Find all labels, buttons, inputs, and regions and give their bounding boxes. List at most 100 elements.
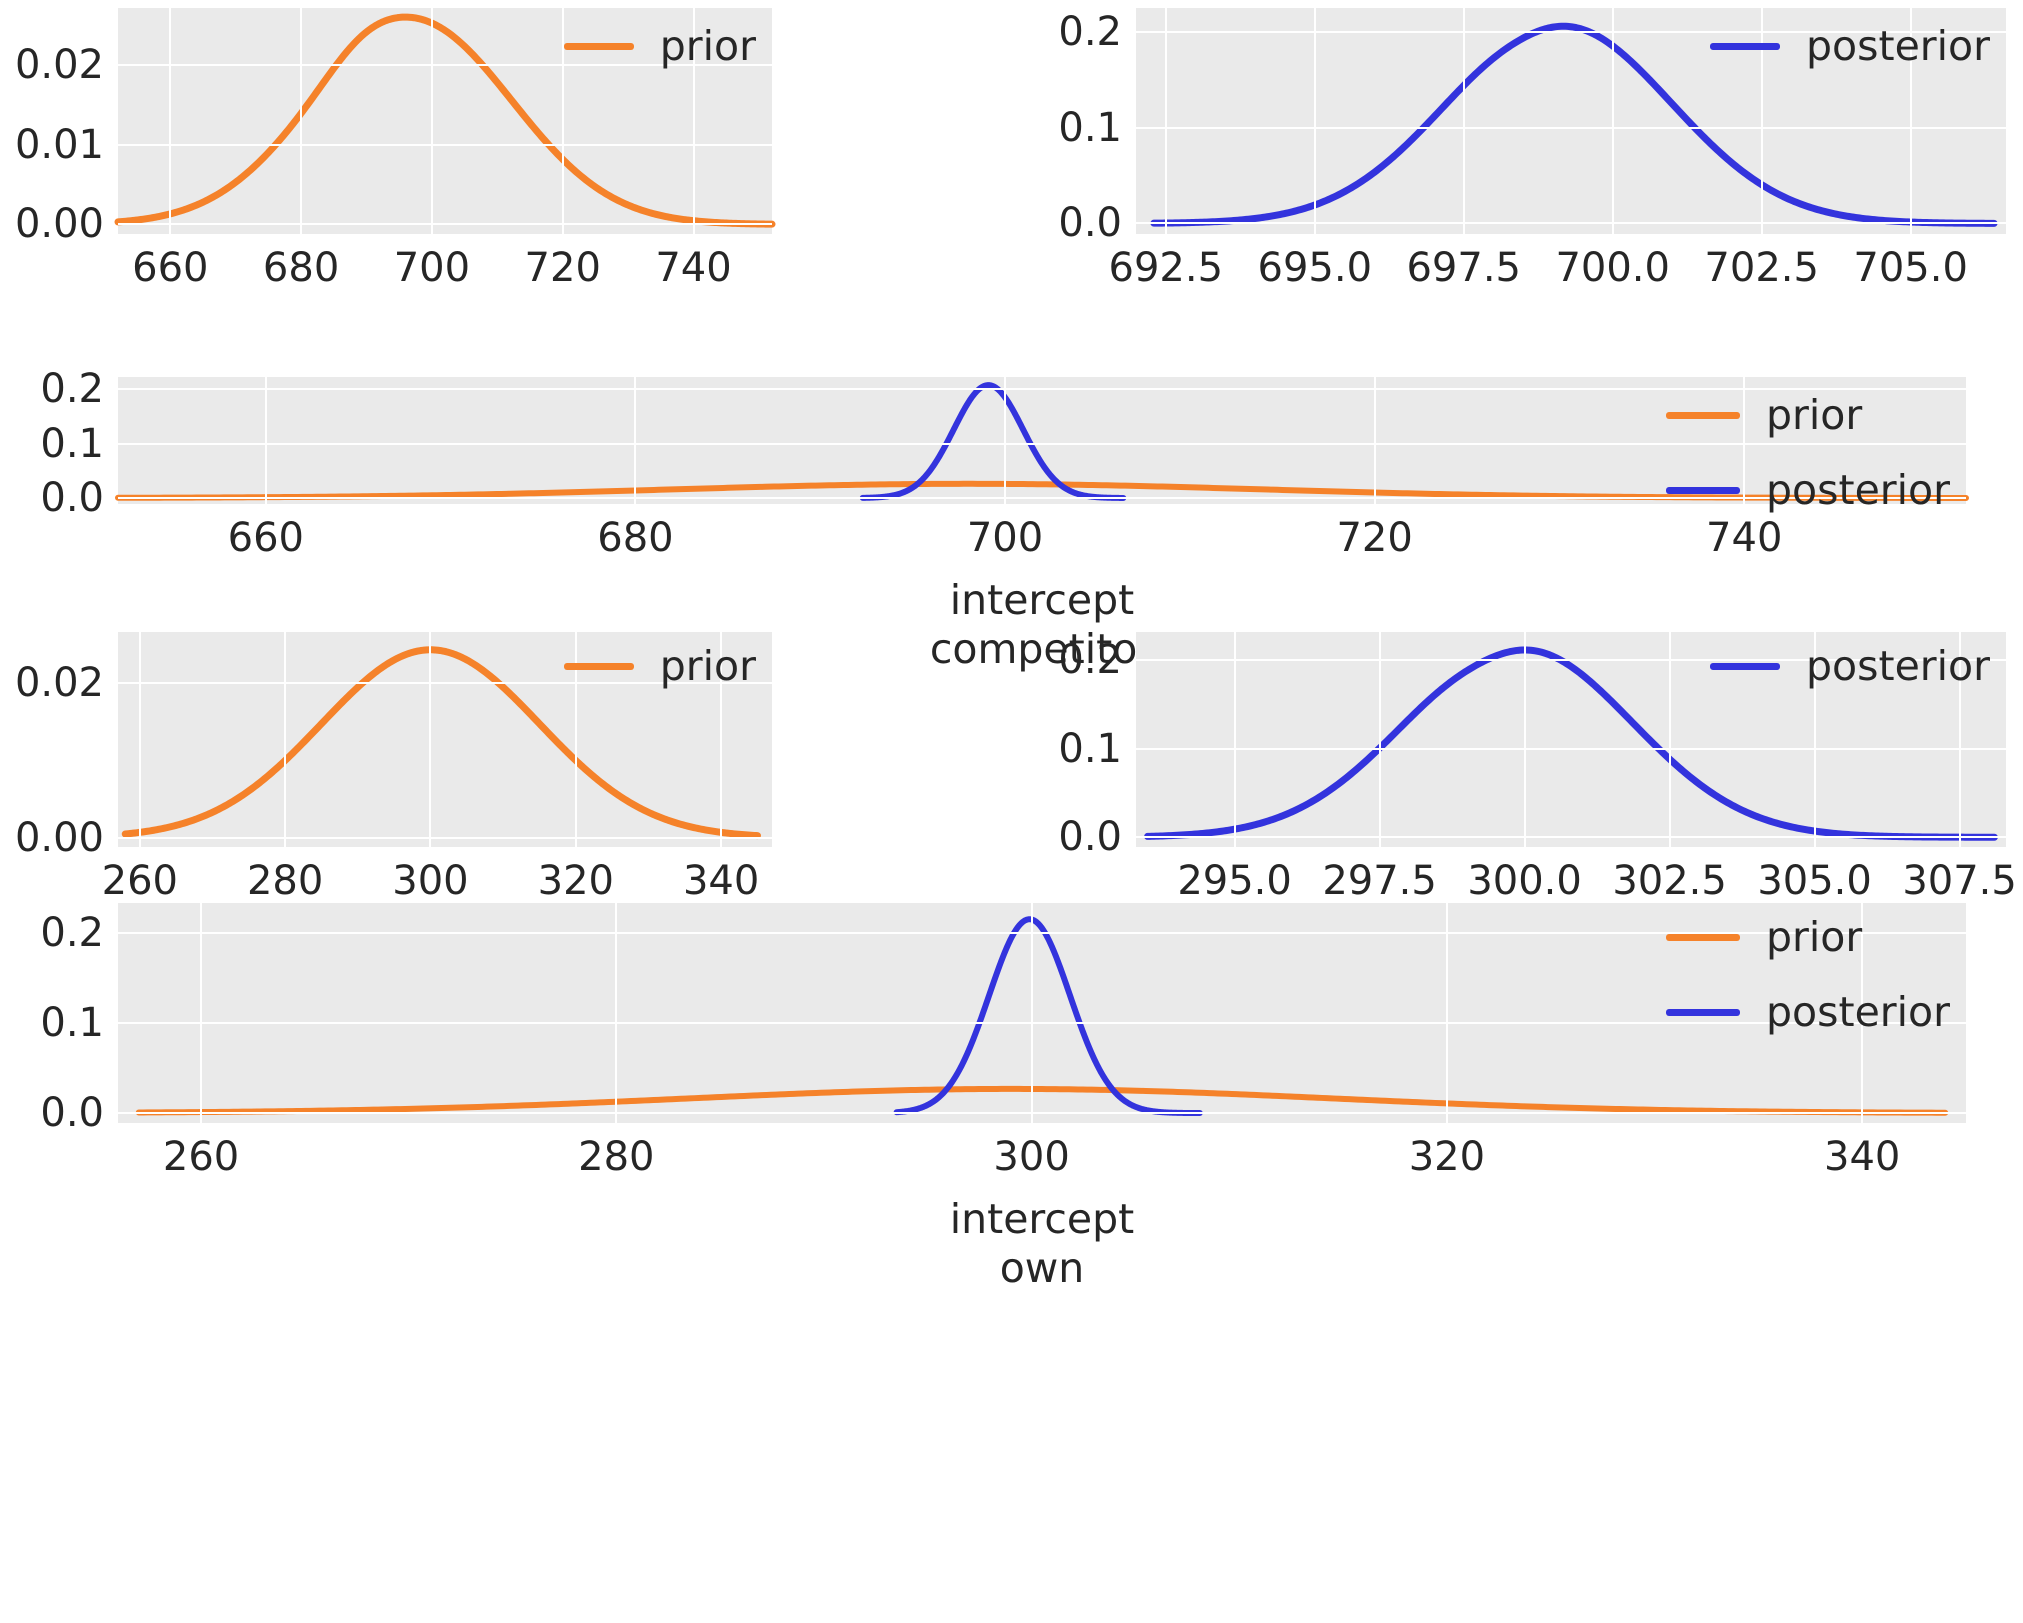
legend-swatch-posterior — [1710, 663, 1781, 670]
y-tick-label: 0.1 — [1058, 725, 1122, 772]
curve-posterior — [859, 382, 1127, 501]
curve-layer — [1144, 646, 1998, 841]
legend-item-posterior[interactable]: posterior — [1710, 646, 1990, 687]
gridline-vertical — [692, 8, 695, 234]
legend-swatch-posterior — [1710, 43, 1781, 50]
legend-label-prior: prior — [1766, 391, 1863, 439]
plot-background — [118, 8, 772, 234]
y-tick-label: 0.0 — [1058, 200, 1122, 247]
gridline-horizontal — [1136, 836, 2006, 839]
x-tick-label: 307.5 — [1902, 858, 2017, 904]
legend-item-prior[interactable]: prior — [1666, 917, 1950, 958]
curve-layer — [114, 13, 776, 228]
panel-competitor-posterior: 0.0 0.1 0.2 692.5 695.0 697.5 700.0 702.5 705.0 p… — [1058, 8, 2006, 288]
gridline-vertical — [1611, 8, 1614, 234]
gridline-vertical — [720, 632, 723, 847]
legend-swatch-prior — [563, 663, 634, 670]
legend-item-posterior[interactable]: posterior — [1710, 26, 1990, 67]
x-tick-label: 300.0 — [1467, 858, 1582, 904]
gridline-vertical — [574, 632, 577, 847]
gridline-vertical — [1909, 8, 1912, 234]
x-tick-label: 700 — [966, 515, 1044, 561]
gridline-horizontal — [118, 497, 1966, 500]
gridline-vertical — [1233, 632, 1236, 847]
x-tick-label: 695.0 — [1257, 245, 1373, 291]
curve-prior — [135, 1085, 1949, 1116]
legend-item-prior[interactable]: prior — [1666, 395, 1950, 436]
gridline-horizontal — [1136, 747, 2006, 750]
x-tick-label: 740 — [1706, 515, 1783, 561]
gridline-vertical — [1164, 8, 1167, 234]
x-tick-label: 305.0 — [1757, 858, 1872, 904]
gridline-vertical — [264, 377, 267, 504]
panel-own-prior: 0.00 0.02 260 280 300 320 340 prior — [15, 632, 772, 901]
curve-prior — [114, 13, 776, 228]
gridline-vertical — [1958, 632, 1961, 847]
x-tick-label: 300 — [993, 1134, 1070, 1180]
axis-label-own: intercept own — [949, 1195, 1135, 1293]
legend-swatch-posterior — [1666, 487, 1741, 494]
y-tick-label: 0.00 — [14, 201, 104, 248]
legend-label-posterior: posterior — [1806, 22, 1990, 70]
gridline-vertical — [169, 8, 172, 234]
x-tick-label: 720 — [1336, 515, 1413, 561]
x-tick-label: 280 — [246, 858, 324, 904]
gridline-vertical — [1523, 632, 1526, 847]
gridline-vertical — [1861, 903, 1864, 1123]
x-tick-label: 302.5 — [1612, 858, 1727, 904]
x-tick-label: 700 — [393, 245, 471, 291]
y-tick-label: 0.01 — [14, 121, 104, 168]
x-tick-label: 692.5 — [1108, 245, 1224, 291]
gridline-horizontal — [118, 223, 772, 226]
curve-posterior — [1150, 22, 1998, 227]
gridline-vertical — [1743, 377, 1746, 504]
curve-layer — [1150, 22, 1998, 227]
gridline-horizontal — [1136, 126, 2006, 129]
x-tick-label: 280 — [578, 1134, 655, 1180]
legend-label-posterior: posterior — [1766, 466, 1950, 514]
gridline-vertical — [1373, 377, 1376, 504]
y-tick-label: 0.2 — [1058, 637, 1122, 684]
gridline-horizontal — [118, 1112, 1966, 1115]
x-tick-label: 260 — [162, 1134, 240, 1180]
y-tick-label: 0.0 — [1058, 814, 1122, 861]
legend: posterior — [1710, 646, 1990, 687]
gridline-horizontal — [118, 442, 1966, 445]
curve-posterior — [1144, 646, 1998, 841]
legend-item-prior[interactable]: prior — [563, 646, 756, 687]
legend-item-posterior[interactable]: posterior — [1666, 470, 1950, 511]
x-tick-label: 705.0 — [1853, 245, 1968, 291]
legend-label-prior: prior — [1766, 913, 1863, 961]
gridline-vertical — [1004, 377, 1007, 504]
legend-item-prior[interactable]: prior — [563, 26, 756, 67]
legend-item-posterior[interactable]: posterior — [1666, 992, 1950, 1033]
legend: prior — [563, 646, 756, 687]
legend-swatch-prior — [563, 43, 634, 50]
x-tick-label: 340 — [682, 858, 760, 904]
gridline-vertical — [561, 8, 564, 234]
x-tick-label: 680 — [262, 245, 340, 291]
panel-competitor-prior: 0.00 0.01 0.02 660 680 700 720 740 prior — [15, 8, 776, 288]
gridline-horizontal — [118, 931, 1966, 934]
gridline-vertical — [1813, 632, 1816, 847]
plot-background — [118, 632, 772, 847]
gridline-horizontal — [118, 836, 772, 839]
x-tick-label: 697.5 — [1406, 245, 1521, 291]
x-tick-label: 740 — [655, 245, 732, 291]
gridline-vertical — [615, 903, 618, 1123]
plot-background — [1136, 8, 2006, 234]
y-tick-label: 0.2 — [1058, 8, 1122, 55]
y-tick-label: 0.2 — [40, 909, 104, 956]
x-tick-label: 340 — [1823, 1134, 1901, 1180]
panel-competitor-combined: intercept competitor 0.0 0.1 0.2 660 680 700 7… — [40, 369, 1969, 673]
curve-posterior — [893, 916, 1203, 1117]
legend-label-posterior: posterior — [1806, 642, 1990, 690]
x-tick-label: 720 — [524, 245, 601, 291]
legend: posterior — [1710, 26, 1990, 67]
x-tick-label: 702.5 — [1704, 245, 1819, 291]
axis-label-competitor: intercept competitor — [929, 576, 1155, 674]
x-tick-label: 680 — [597, 515, 674, 561]
x-tick-label: 320 — [537, 858, 614, 904]
y-tick-label: 0.1 — [1058, 104, 1122, 151]
legend: prior posterior — [1666, 395, 1950, 511]
